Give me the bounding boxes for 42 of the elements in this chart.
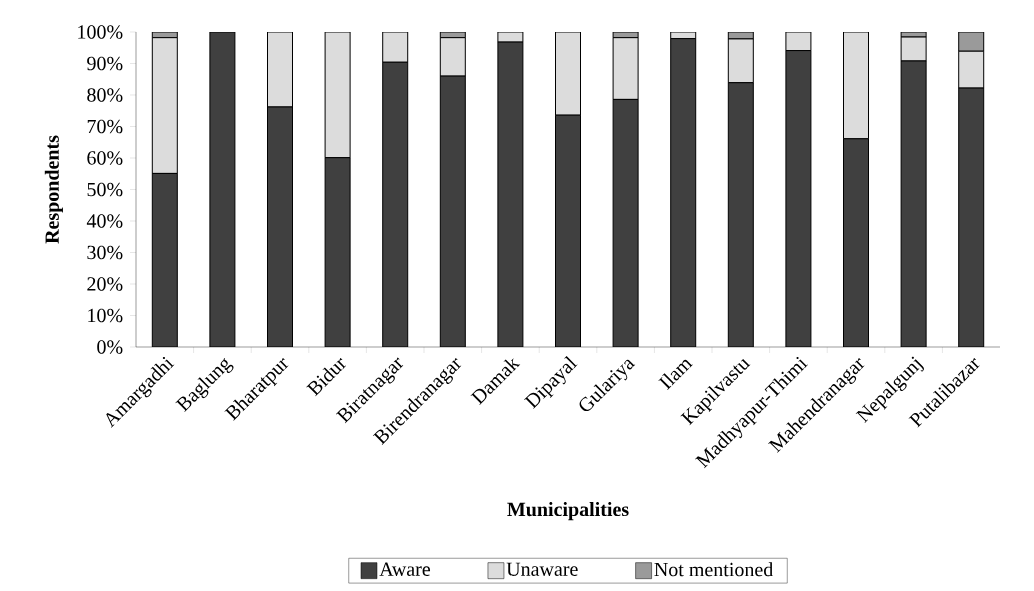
bar [612,98,639,347]
bar [324,157,351,347]
bar [267,32,293,108]
x-axis-title: Municipalities [507,502,629,521]
y-tick-label: 50% [87,182,123,197]
legend-label: Unaware [506,562,578,576]
y-tick-label: 30% [87,245,123,260]
bar [958,32,985,52]
y-tick-label: 90% [87,56,123,71]
y-tick-label: 20% [87,277,123,291]
bar [727,82,754,347]
y-tick-label: 70% [87,119,123,134]
bar [900,60,927,347]
y-tick-label: 60% [87,151,123,165]
bar [151,172,178,347]
y-tick-label: 0% [97,340,123,354]
bar [382,61,409,347]
bar [439,75,466,347]
bar [209,32,236,347]
bar [151,37,178,174]
bar [267,106,293,347]
bar [612,37,639,100]
y-tick-label: 100% [78,25,123,39]
bar [958,50,985,89]
bar [439,37,466,77]
bar [958,87,985,347]
bar [555,114,581,347]
bar [727,38,754,84]
bar [843,32,870,140]
bar [670,38,697,347]
legend-label: Aware [379,562,431,576]
bar [555,32,581,116]
y-tick-label: 10% [88,308,123,323]
y-tick-label: 80% [87,88,123,102]
bar [324,32,351,159]
legend-label: Not mentioned [654,562,774,577]
y-tick-label: 40% [86,214,123,228]
bar [843,138,870,347]
bar [382,32,409,63]
y-axis-title: Respondents [44,135,63,244]
bar [785,50,812,347]
bar [497,41,524,347]
